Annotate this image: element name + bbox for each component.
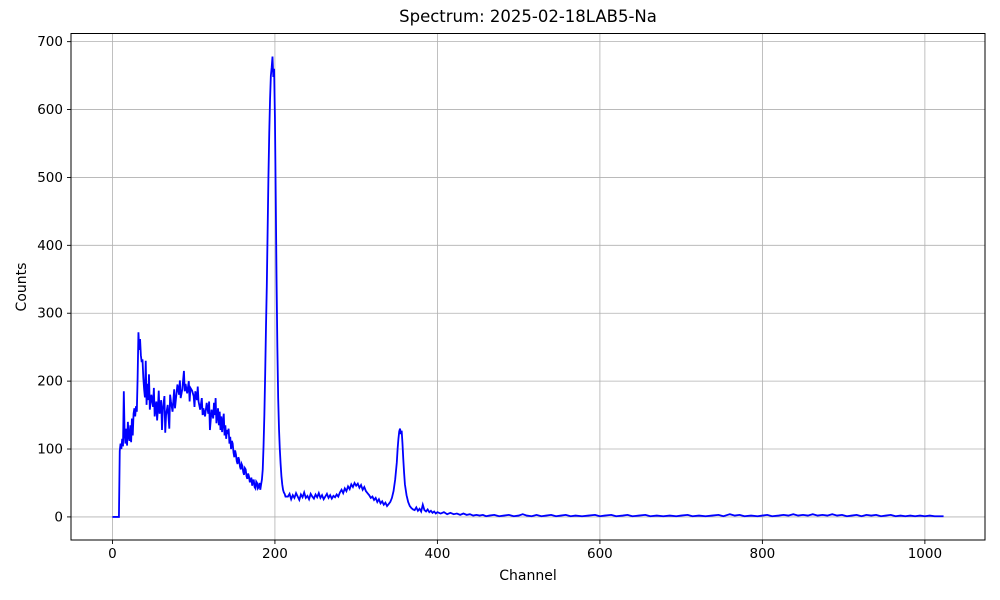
spectrum-line <box>112 56 944 518</box>
axes-spines <box>70 33 986 541</box>
y-tick-label: 500 <box>37 170 63 186</box>
y-tick-label: 700 <box>37 34 63 50</box>
x-tick-label: 600 <box>587 546 613 562</box>
x-tick-label: 400 <box>425 546 451 562</box>
y-tick-label: 200 <box>37 374 63 390</box>
y-tick-label: 600 <box>37 102 63 118</box>
x-tick-label: 200 <box>262 546 288 562</box>
y-tick-label: 300 <box>37 306 63 322</box>
x-tick-label: 1000 <box>908 546 942 562</box>
y-tick-label: 400 <box>37 238 63 254</box>
chart-title: Spectrum: 2025-02-18LAB5-Na <box>399 7 657 26</box>
x-tick-label: 0 <box>108 546 117 562</box>
y-axis-label: Counts <box>14 262 30 312</box>
y-tick-label: 100 <box>37 442 63 458</box>
y-tick-label: 0 <box>54 509 63 525</box>
x-tick-label: 800 <box>749 546 775 562</box>
x-axis-label: Channel <box>499 568 557 584</box>
